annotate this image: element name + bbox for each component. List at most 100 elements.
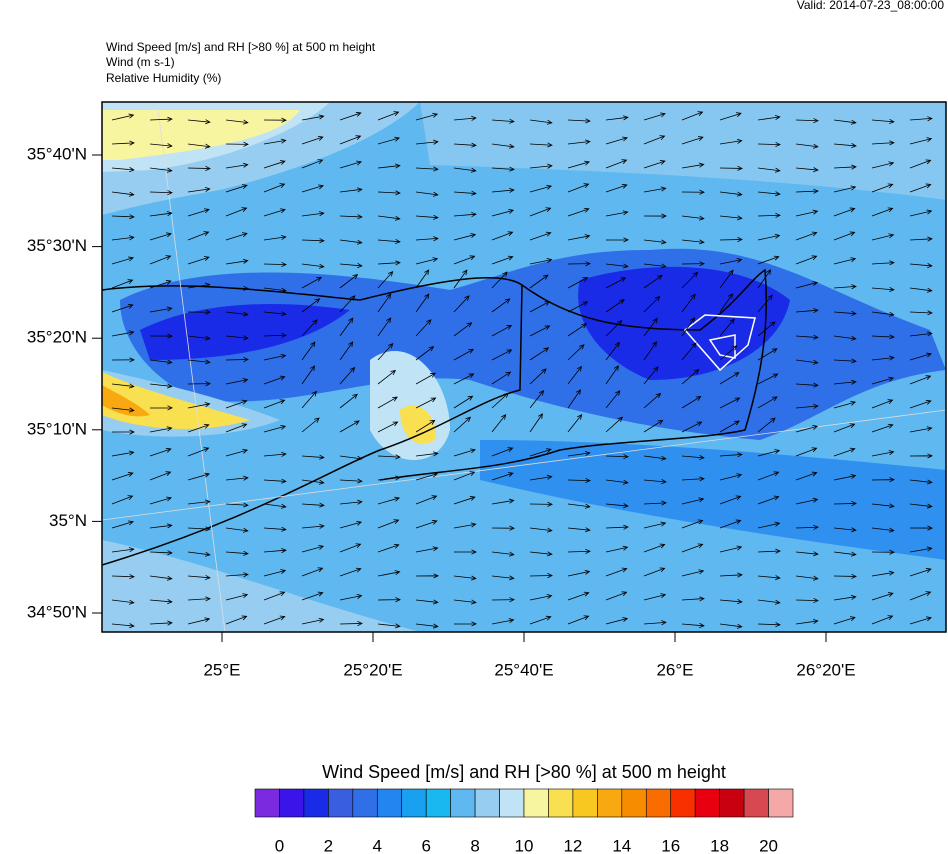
wind-arrow — [301, 591, 324, 601]
wind-arrow — [301, 238, 325, 244]
wind-arrow — [491, 392, 509, 409]
wind-arrow — [833, 501, 857, 507]
wind-arrow — [833, 119, 857, 125]
wind-arrow — [415, 112, 439, 121]
wind-arrow — [263, 287, 287, 293]
wind-arrow — [263, 399, 286, 409]
wind-arrow — [719, 269, 734, 289]
valid-time: Valid: 2014-07-23_08:00:00 — [797, 0, 945, 12]
wind-arrow — [187, 381, 211, 387]
wind-arrow — [795, 334, 819, 340]
colorbar-box — [719, 788, 745, 818]
wind-arrow — [681, 596, 705, 602]
wind-arrow — [567, 234, 591, 241]
wind-arrow — [415, 573, 439, 579]
wind-arrow — [871, 615, 894, 625]
wind-arrow — [871, 477, 895, 483]
wind-arrow — [339, 621, 363, 627]
wind-arrow — [187, 402, 211, 409]
wind-arrow — [453, 522, 477, 529]
wind-arrow — [301, 341, 316, 361]
wind-arrow — [529, 368, 547, 385]
wind-arrow — [149, 280, 172, 289]
wind-arrow — [567, 301, 589, 313]
wind-arrow — [225, 119, 249, 125]
colorbar-box — [670, 788, 696, 818]
wind-arrow — [909, 236, 933, 242]
wind-arrow — [909, 116, 933, 122]
wind-arrow — [643, 455, 667, 461]
wind-arrow — [757, 622, 781, 628]
wind-arrow — [681, 111, 704, 121]
wind-arrow — [111, 623, 135, 629]
wind-arrow — [681, 497, 705, 505]
wind-arrow — [301, 159, 324, 169]
wind-arrow — [149, 620, 173, 626]
wind-arrow — [643, 135, 666, 145]
wind-arrow — [643, 160, 666, 169]
wind-arrow — [795, 447, 818, 457]
wind-arrow — [415, 397, 437, 409]
wind-arrow — [491, 551, 515, 557]
colorbar-tick-label: 18 — [710, 836, 729, 854]
wind-arrow — [377, 270, 394, 289]
colorbar-tick-label: 6 — [421, 836, 430, 854]
wind-arrow — [871, 311, 895, 317]
colorbar-tick-label: 16 — [661, 836, 680, 854]
wind-arrow — [719, 215, 743, 221]
wind-arrow — [871, 549, 895, 555]
wind-arrow — [909, 616, 932, 625]
wind-arrow — [453, 255, 476, 265]
wind-arrow — [377, 260, 401, 266]
wind-arrow — [149, 190, 173, 196]
wind-arrow — [605, 210, 629, 217]
wind-arrow — [339, 366, 356, 385]
wind-arrow — [111, 520, 134, 529]
title-line: Wind Speed [m/s] and RH [>80 %] at 500 m… — [106, 40, 376, 54]
colorbar-box — [474, 788, 500, 818]
wind-arrow — [795, 619, 819, 625]
wind-arrow — [111, 330, 135, 337]
wind-arrow — [757, 575, 781, 581]
wind-arrow — [605, 263, 629, 269]
wind-arrow — [909, 263, 933, 269]
wind-arrow — [529, 615, 552, 625]
wind-arrow — [225, 335, 249, 341]
field-blob — [102, 540, 420, 632]
wind-arrow — [377, 293, 392, 313]
wind-arrow — [453, 269, 468, 289]
wind-arrow — [871, 183, 894, 193]
wind-arrow — [225, 232, 248, 241]
wind-arrow — [871, 527, 895, 533]
wind-arrow — [833, 379, 857, 385]
wind-arrow — [149, 255, 172, 265]
wind-arrow — [377, 597, 401, 603]
wind-arrow — [339, 543, 362, 553]
wind-arrow — [795, 255, 818, 265]
wind-arrow — [757, 521, 781, 529]
wind-arrow — [529, 474, 553, 481]
wind-arrow — [491, 255, 514, 265]
wind-arrow — [339, 393, 358, 409]
wind-arrow — [415, 419, 436, 433]
wind-arrow — [111, 113, 135, 121]
wind-arrow — [681, 317, 696, 337]
wind-arrow — [377, 623, 401, 629]
wind-arrow — [719, 519, 742, 529]
wind-arrow — [833, 594, 857, 601]
wind-arrow — [263, 332, 287, 338]
wind-arrow — [415, 257, 439, 265]
wind-arrow — [263, 503, 287, 509]
wind-arrow — [415, 546, 439, 553]
wind-arrow — [225, 423, 248, 433]
wind-arrow — [567, 277, 589, 289]
wind-arrow — [415, 269, 430, 289]
wind-arrow — [187, 359, 211, 365]
wind-arrow — [871, 503, 895, 509]
wind-arrow — [605, 115, 629, 121]
lon-label: 25°20'E — [343, 660, 402, 679]
title-line: Relative Humidity (%) — [106, 71, 221, 85]
colorbar-box — [425, 788, 451, 818]
wind-arrow — [453, 190, 477, 196]
